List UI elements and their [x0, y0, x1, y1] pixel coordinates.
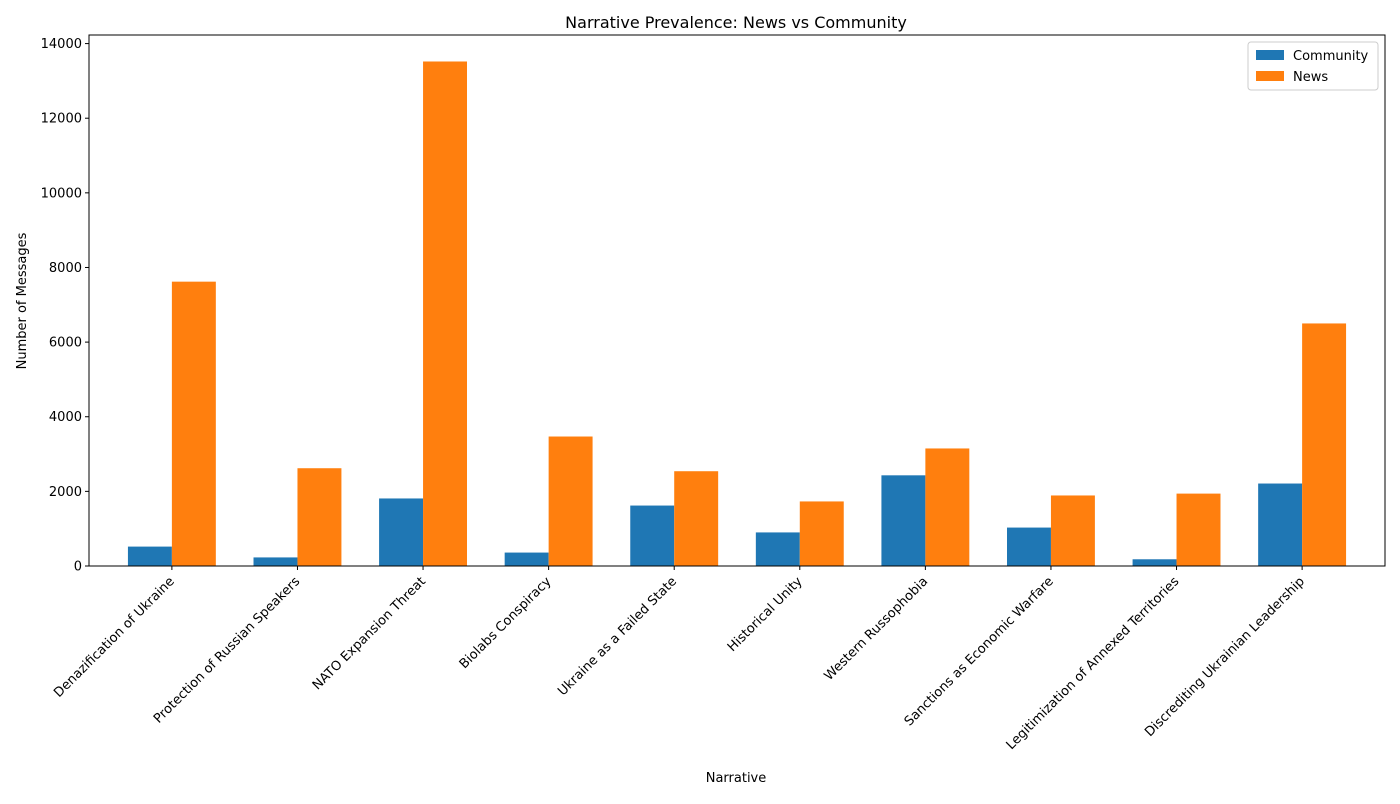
- bar-community: [1132, 559, 1177, 566]
- bar-news: [548, 436, 593, 566]
- bar-community: [127, 546, 172, 566]
- bar-community: [379, 498, 424, 566]
- series-community-bars: [127, 475, 1303, 566]
- bar-news: [1050, 495, 1095, 566]
- legend-swatch-news: [1256, 71, 1284, 81]
- axes-frame: [88, 34, 1386, 567]
- bar-news: [799, 501, 844, 566]
- bar-news: [925, 448, 970, 566]
- bar-community: [504, 552, 549, 566]
- bar-community: [881, 475, 926, 566]
- bar-news: [171, 281, 216, 566]
- bar-community: [630, 505, 675, 566]
- x-axis-label: Narrative: [706, 771, 767, 786]
- chart-title: Narrative Prevalence: News vs Community: [565, 13, 907, 32]
- legend: Community News: [1247, 41, 1379, 91]
- bar-news: [297, 468, 342, 566]
- bar-news: [1302, 323, 1347, 566]
- bar-community: [755, 532, 800, 566]
- series-news-bars: [171, 61, 1347, 567]
- y-tick-label: 2000: [49, 485, 82, 500]
- legend-swatch-community: [1256, 50, 1284, 60]
- bar-community: [253, 557, 298, 566]
- legend-label-community: Community: [1293, 49, 1369, 64]
- y-tick-label: 10000: [41, 186, 82, 201]
- y-tick-label: 6000: [49, 336, 82, 351]
- y-tick-label: 8000: [49, 261, 82, 276]
- bar-news: [674, 471, 719, 566]
- y-axis-label: Number of Messages: [15, 232, 30, 369]
- bar-community: [1007, 527, 1051, 566]
- y-tick-label: 0: [74, 560, 82, 575]
- bar-community: [1258, 483, 1303, 566]
- y-tick-label: 14000: [41, 37, 82, 52]
- y-tick-label: 12000: [41, 112, 82, 127]
- bar-news: [423, 61, 467, 567]
- bar-news: [1176, 493, 1221, 566]
- y-tick-label: 4000: [49, 410, 82, 425]
- legend-label-news: News: [1293, 70, 1328, 85]
